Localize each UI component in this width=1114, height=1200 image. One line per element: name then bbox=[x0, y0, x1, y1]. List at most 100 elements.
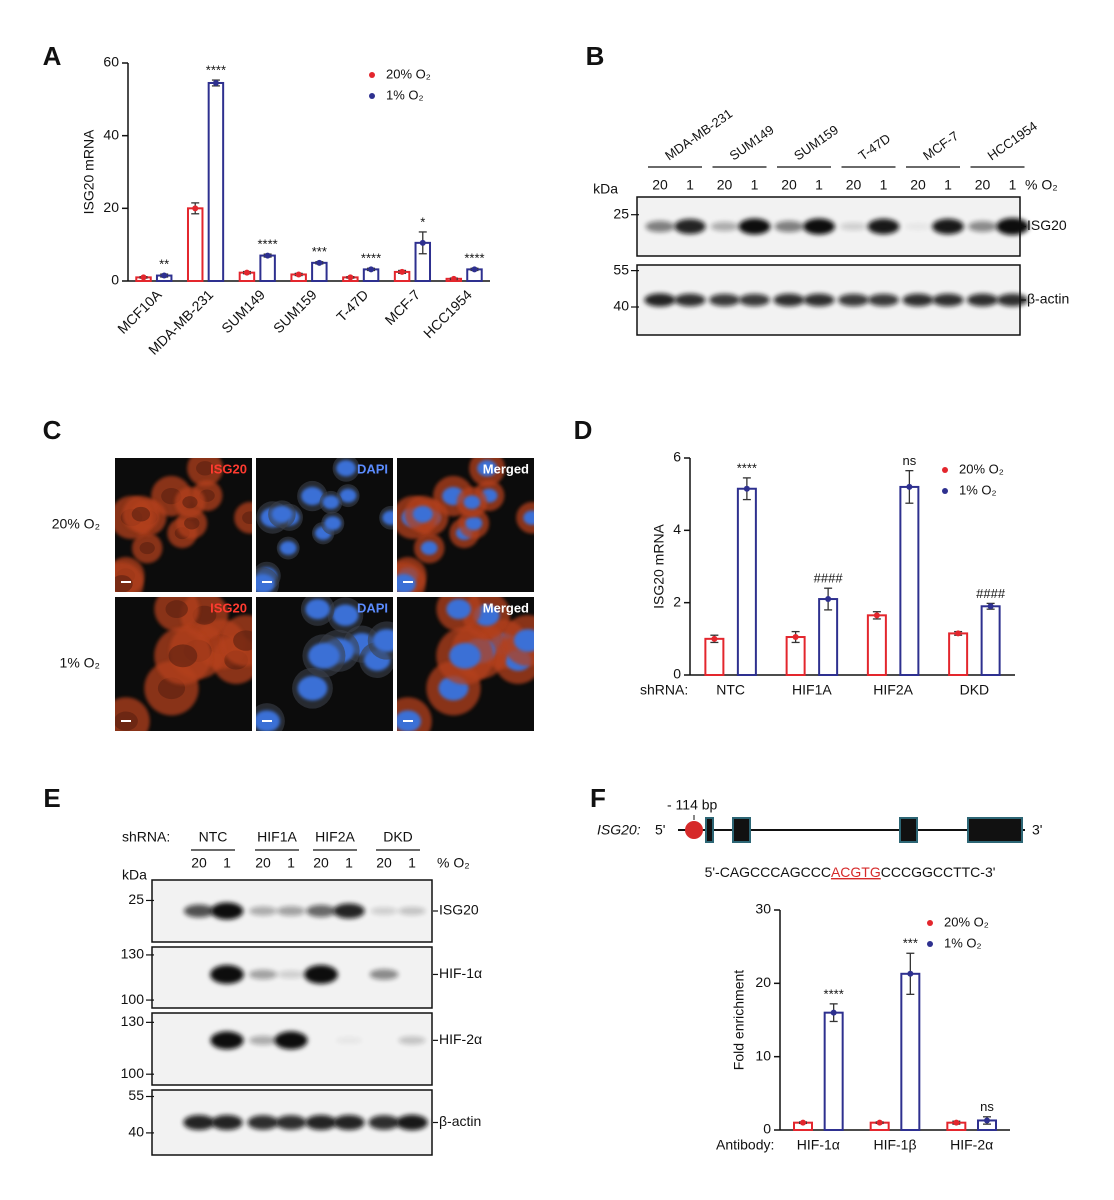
bar-dot bbox=[876, 1119, 883, 1126]
lane-label: 20 bbox=[191, 855, 207, 871]
x-tick-label: SUM159 bbox=[270, 286, 320, 336]
micrograph: Merged bbox=[397, 458, 534, 592]
nucleus bbox=[372, 629, 393, 653]
row-label: 1% O₂ bbox=[60, 655, 100, 671]
nucleus bbox=[513, 629, 534, 653]
lane-label: 1 bbox=[815, 177, 823, 193]
lane-label: 1 bbox=[686, 177, 694, 193]
y-tick-label: 60 bbox=[103, 54, 119, 70]
condition-label: % O₂ bbox=[1025, 177, 1058, 193]
y-tick-label: 6 bbox=[673, 449, 681, 465]
x-tick-label: NTC bbox=[716, 682, 745, 698]
cell-line-label: T-47D bbox=[856, 131, 894, 164]
blot-band bbox=[674, 293, 706, 307]
bar-dot bbox=[192, 205, 199, 212]
bar-dot bbox=[243, 269, 250, 276]
y-tick-label: 40 bbox=[103, 126, 119, 142]
legend-marker bbox=[927, 920, 933, 926]
blot-band bbox=[710, 221, 739, 232]
marker-label: 130 bbox=[121, 1013, 145, 1029]
nucleus-dark bbox=[233, 630, 252, 651]
blot-band bbox=[838, 293, 869, 307]
lane-label: 1 bbox=[880, 177, 888, 193]
exon bbox=[705, 817, 714, 843]
annotation: ns bbox=[980, 1099, 994, 1114]
blot-band bbox=[932, 293, 964, 307]
blot-band bbox=[249, 906, 277, 916]
nucleus-dark bbox=[165, 600, 188, 619]
panel-label: E bbox=[43, 783, 60, 813]
y-tick-label: 20 bbox=[755, 974, 771, 990]
blot-band bbox=[277, 970, 305, 979]
annotation: ns bbox=[903, 453, 917, 468]
legend-marker bbox=[942, 467, 948, 473]
legend-label: 20% O₂ bbox=[944, 914, 989, 929]
band-label: β-actin bbox=[439, 1113, 481, 1129]
annotation: **** bbox=[361, 251, 381, 266]
nucleus-dark bbox=[139, 541, 155, 555]
nucleus bbox=[322, 495, 340, 510]
blot-band bbox=[210, 902, 244, 920]
bar bbox=[186, 207, 204, 282]
cells bbox=[115, 458, 252, 592]
sequence-start: 5'-CAGCCCAGCCC bbox=[705, 864, 831, 880]
x-tick-label: T-47D bbox=[333, 286, 371, 324]
panel-label: C bbox=[43, 415, 62, 445]
band-label: ISG20 bbox=[439, 902, 479, 918]
annotation: #### bbox=[976, 586, 1006, 601]
nucleus bbox=[465, 516, 483, 531]
blot-band bbox=[738, 218, 771, 235]
bar-dot bbox=[743, 485, 750, 492]
lane-label: 1 bbox=[1009, 177, 1017, 193]
bar bbox=[704, 637, 725, 676]
bar-dot bbox=[419, 239, 426, 246]
legend-label: 1% O₂ bbox=[944, 935, 982, 950]
band-label: HIF-2α bbox=[439, 1031, 482, 1047]
bar-dot bbox=[368, 266, 375, 273]
lane-label: 20 bbox=[781, 177, 797, 193]
bar-dot bbox=[906, 483, 913, 490]
marker-label: 100 bbox=[121, 1065, 145, 1081]
bar-dot bbox=[830, 1009, 837, 1016]
x-tick-label: MCF-7 bbox=[382, 286, 424, 328]
cell-line-label: MDA-MB-231 bbox=[662, 106, 735, 163]
annotation: #### bbox=[814, 571, 844, 586]
x-tick-label: HCC1954 bbox=[420, 286, 475, 341]
blot-band bbox=[398, 906, 426, 916]
bar-dot bbox=[161, 272, 168, 279]
blot-band bbox=[306, 904, 336, 918]
x-tick-label: MCF10A bbox=[114, 286, 165, 337]
channel-label: Merged bbox=[483, 461, 529, 476]
channel-label: Merged bbox=[483, 600, 529, 615]
x-tick-label: HIF-2α bbox=[950, 1137, 993, 1153]
blot-band bbox=[183, 1114, 215, 1131]
hre-site bbox=[685, 821, 703, 839]
bar-dot bbox=[792, 634, 799, 641]
nucleus bbox=[446, 599, 472, 620]
marker-label: 25 bbox=[128, 891, 144, 907]
group-label: NTC bbox=[199, 829, 228, 845]
lane-label: 20 bbox=[975, 177, 991, 193]
nucleus bbox=[420, 541, 438, 555]
blot-band bbox=[211, 1114, 243, 1131]
blot-band bbox=[335, 1036, 363, 1044]
y-tick-label: 2 bbox=[673, 593, 681, 609]
panel-label: A bbox=[43, 41, 62, 71]
nucleus bbox=[477, 460, 497, 477]
legend-label: 20% O₂ bbox=[959, 461, 1004, 476]
blot-band bbox=[275, 1115, 307, 1130]
x-tick-label: DKD bbox=[960, 682, 990, 698]
panel-label: D bbox=[574, 415, 593, 445]
blot-band bbox=[370, 907, 398, 915]
blot-band bbox=[247, 1115, 279, 1130]
bar-dot bbox=[450, 275, 457, 282]
cells bbox=[397, 597, 534, 731]
micrograph: ISG20 bbox=[115, 597, 252, 731]
blot-band bbox=[996, 218, 1029, 235]
bar bbox=[823, 1011, 844, 1132]
bar bbox=[948, 632, 969, 676]
sequence: 5'-CAGCCCAGCCCACGTGCCCGGCCTTC-3' bbox=[705, 864, 996, 880]
annotation: * bbox=[420, 214, 425, 229]
nucleus bbox=[301, 487, 324, 506]
nucleus-dark bbox=[115, 575, 133, 592]
